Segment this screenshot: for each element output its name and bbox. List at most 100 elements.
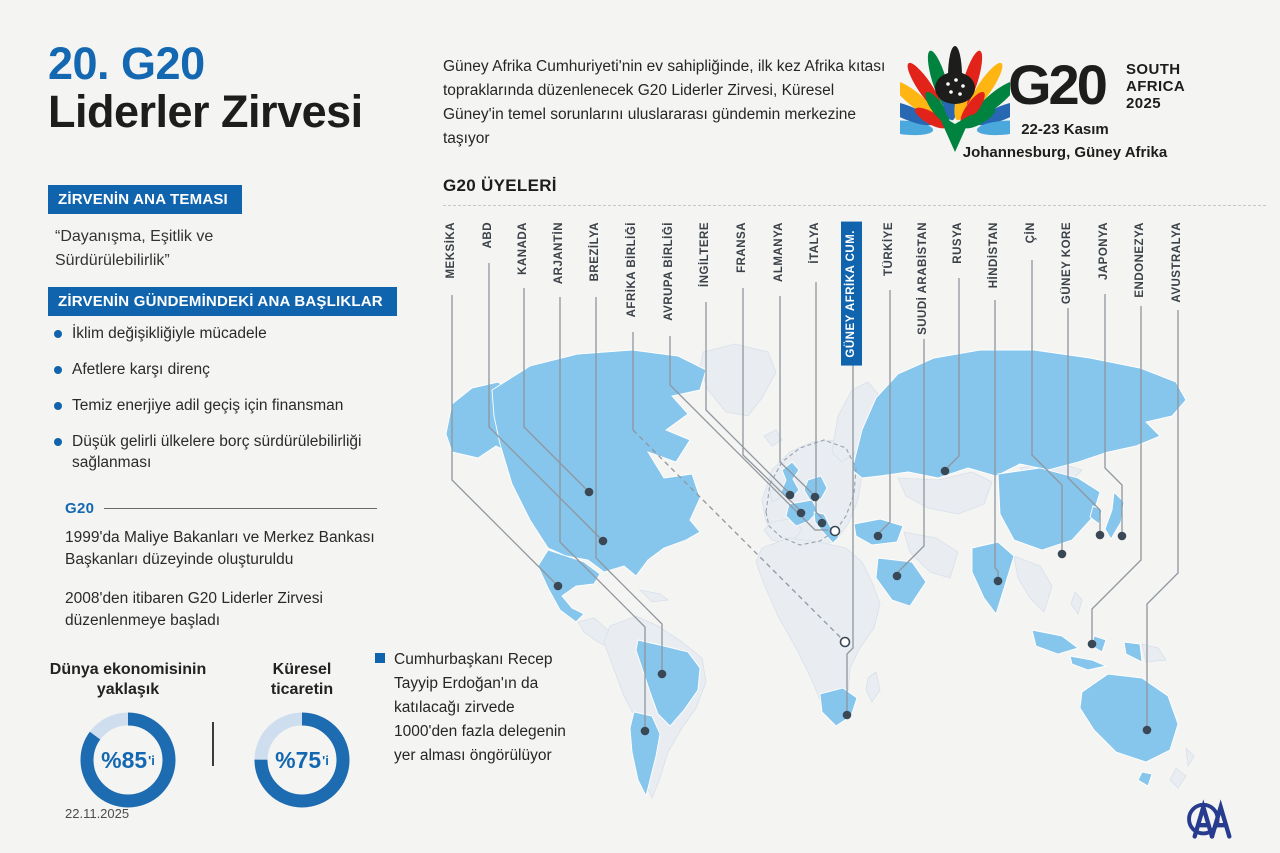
country-india bbox=[971, 541, 1015, 615]
flower-calyx bbox=[938, 114, 972, 152]
g20-history-paragraph: 1999'da Maliye Bakanları ve Merkez Banka… bbox=[65, 529, 375, 569]
map-marker-rusya bbox=[940, 466, 950, 476]
flower-head bbox=[935, 72, 975, 104]
connector-line-g-ney-kore bbox=[1067, 308, 1101, 532]
map-country-label-i-talya: İTALYA bbox=[809, 222, 821, 264]
country-germany bbox=[803, 475, 828, 501]
map-country-label-afri-ka-bi-rli-i-: AFRİKA BİRLİĞİ bbox=[626, 222, 638, 318]
map-marker--i-n bbox=[1057, 549, 1067, 559]
theme-quote: “Dayanışma, Eşitlik ve Sürdürülebilirlik… bbox=[55, 228, 214, 269]
summit-date: 22-23 Kasım bbox=[1021, 121, 1109, 138]
landmass-scandinavia bbox=[831, 381, 879, 463]
g20-history-header: G20 bbox=[65, 500, 377, 517]
country-south-korea bbox=[1089, 505, 1103, 525]
country-saudi-arabia bbox=[875, 557, 927, 607]
map-marker-arjanti-n bbox=[640, 726, 650, 736]
landmass-greenland bbox=[699, 343, 777, 417]
divider-line bbox=[104, 508, 377, 509]
country-argentina bbox=[629, 711, 661, 798]
donut-label: Dünya ekonomisinin yaklaşık bbox=[49, 661, 207, 698]
map-marker-almanya bbox=[810, 492, 820, 502]
map-markers bbox=[553, 466, 1152, 736]
landmass-middle-east bbox=[903, 531, 959, 579]
map-marker-afri-ka-bi-rli-i- bbox=[839, 636, 851, 648]
g20-history-paragraph: 2008'den itibaren G20 Liderler Zirvesi d… bbox=[65, 589, 323, 630]
donut-chart-75: %75'i bbox=[252, 710, 352, 810]
connector-line-fransa bbox=[742, 288, 802, 512]
map-country-label-avrupa-bi-rli-i-: AVRUPA BİRLİĞİ bbox=[663, 222, 675, 321]
agenda-section-header: ZİRVENİN GÜNDEMİNDEKİ ANA BAŞLIKLAR bbox=[48, 287, 397, 316]
connector-line-i-talya bbox=[815, 282, 823, 519]
map-marker-abd bbox=[598, 536, 608, 546]
map-country-label-brezi-lya: BREZİLYA bbox=[589, 222, 601, 282]
agenda-item: Afetlere karşı direnç bbox=[48, 360, 428, 381]
map-country-label-kanada: KANADA bbox=[517, 222, 529, 275]
map-marker-japonya bbox=[1117, 531, 1127, 541]
map-marker-kanada bbox=[584, 487, 594, 497]
landmass-africa bbox=[755, 537, 881, 713]
donut-chart-85: %85'i bbox=[78, 710, 178, 810]
map-marker-g-ney-kore bbox=[1095, 530, 1105, 540]
country-turkey bbox=[853, 518, 904, 546]
donut-divider bbox=[212, 722, 214, 766]
landmass-indochina bbox=[1013, 555, 1053, 613]
intro-paragraph: Güney Afrika Cumhuriyeti'nin ev sahipliğ… bbox=[443, 58, 886, 148]
connector-line-suudi-arabi-stan bbox=[896, 339, 925, 574]
donut-global-trade: Küresel ticaretin %75'i bbox=[222, 660, 382, 810]
donut-ring bbox=[80, 712, 176, 808]
map-marker-brezi-lya bbox=[657, 669, 667, 679]
agenda-item: İklim değişikliğiyle mücadele bbox=[48, 324, 428, 345]
map-country-label-hi-ndi-stan: HİNDİSTAN bbox=[988, 222, 1000, 289]
donut-ring bbox=[254, 712, 350, 808]
landmass-philippines bbox=[1070, 591, 1083, 615]
connector-line-afri-ka-bi-rli-i- bbox=[632, 429, 843, 640]
country-russia bbox=[851, 349, 1187, 479]
landmass-europe-base bbox=[761, 439, 863, 549]
country-china bbox=[997, 467, 1101, 551]
connector-line-meksi-ka bbox=[451, 295, 559, 587]
country-mexico bbox=[537, 549, 601, 623]
donut-value-text: %85'i bbox=[101, 746, 155, 773]
landmass-caribbean bbox=[638, 589, 670, 603]
connector-line-avrupa-bi-rli-i- bbox=[669, 336, 828, 531]
connector-line--i-n bbox=[1031, 260, 1063, 551]
map-marker-i-ngi-ltere bbox=[785, 490, 795, 500]
landmass-central-america bbox=[577, 617, 623, 651]
landmass-non-members bbox=[577, 343, 1195, 800]
delegates-note-text: Cumhurbaşkanı Recep Tayyip Erdoğan'ın da… bbox=[394, 651, 566, 765]
map-country-label-endonezya: ENDONEZYA bbox=[1134, 222, 1146, 298]
summit-location: Johannesburg, Güney Afrika bbox=[962, 144, 1168, 162]
map-marker-meksi-ka bbox=[553, 581, 563, 591]
landmass-mongolia bbox=[1019, 461, 1083, 485]
connector-line-almanya bbox=[779, 296, 816, 497]
square-bullet-icon bbox=[375, 653, 385, 663]
connector-line-brezi-lya bbox=[595, 297, 663, 672]
theme-section-header: ZİRVENİN ANA TEMASI bbox=[48, 185, 242, 214]
map-country-label-t-rki-ye: TÜRKİYE bbox=[883, 222, 895, 276]
page-title-line2: Liderler Zirvesi bbox=[48, 86, 363, 138]
dashed-rule bbox=[443, 205, 1266, 206]
map-marker-hi-ndi-stan bbox=[993, 576, 1003, 586]
agenda-item: Temiz enerjiye adil geçiş için finansman bbox=[48, 396, 428, 417]
country-indonesia bbox=[1031, 629, 1143, 671]
country-japan bbox=[1104, 491, 1125, 540]
map-marker-i-talya bbox=[817, 518, 827, 528]
connector-line-avustralya bbox=[1146, 310, 1179, 727]
delegates-note: Cumhurbaşkanı Recep Tayyip Erdoğan'ın da… bbox=[375, 648, 575, 768]
eu-dashed-outline bbox=[765, 439, 857, 546]
connector-line-hi-ndi-stan bbox=[994, 300, 999, 578]
country-italy bbox=[813, 511, 840, 544]
landmass-papua-east bbox=[1141, 643, 1167, 663]
landmass-central-asia bbox=[897, 471, 993, 515]
agenda-item: Düşük gelirli ülkelere borç sürdürülebil… bbox=[48, 432, 428, 474]
country-uk bbox=[780, 461, 800, 501]
connector-line-kanada bbox=[523, 288, 590, 493]
map-country-label-g-ney-kore: GÜNEY KORE bbox=[1061, 222, 1073, 305]
map-country-label-abd: ABD bbox=[482, 222, 494, 249]
connector-line-i-ngi-ltere bbox=[705, 302, 791, 493]
country-south-africa bbox=[819, 687, 858, 727]
map-country-label-rusya: RUSYA bbox=[952, 222, 964, 264]
map-country-label-almanya: ALMANYA bbox=[773, 222, 785, 282]
landmass-ireland bbox=[769, 487, 781, 503]
